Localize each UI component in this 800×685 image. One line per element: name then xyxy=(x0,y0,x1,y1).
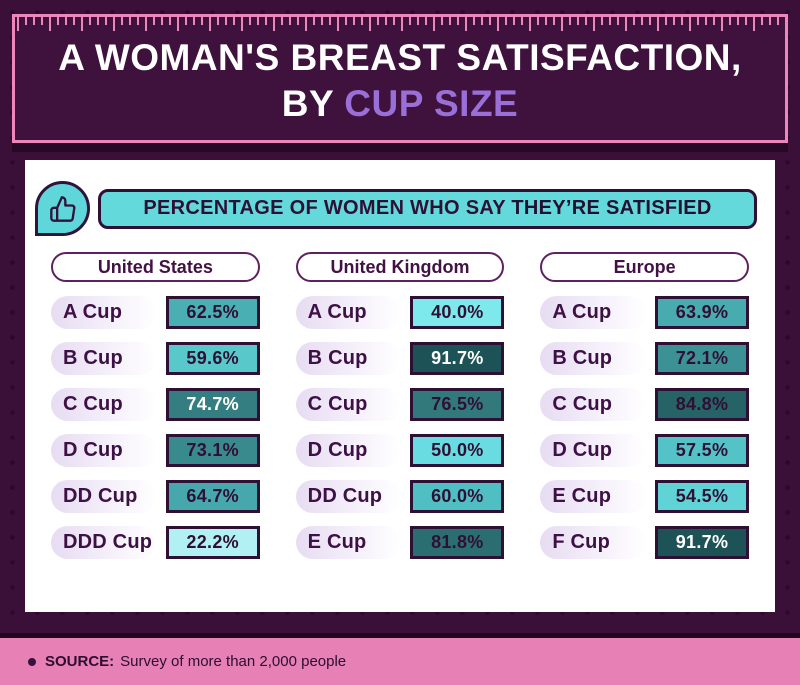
satisfaction-value: 60.0% xyxy=(410,480,505,513)
satisfaction-value: 84.8% xyxy=(655,388,750,421)
column-europe: Europe A Cup 63.9% B Cup 72.1% C Cup 84.… xyxy=(540,252,750,572)
table-row: B Cup 59.6% xyxy=(51,342,260,375)
cup-size-label: B Cup xyxy=(295,342,402,375)
cup-size-label: E Cup xyxy=(540,480,647,513)
table-row: C Cup 84.8% xyxy=(540,388,750,421)
table-row: D Cup 57.5% xyxy=(540,434,750,467)
table-row: A Cup 40.0% xyxy=(295,296,505,329)
table-row: E Cup 54.5% xyxy=(540,480,750,513)
satisfaction-value: 63.9% xyxy=(655,296,750,329)
column-header-europe: Europe xyxy=(540,252,750,282)
content-card: PERCENTAGE OF WOMEN WHO SAY THEY’RE SATI… xyxy=(25,160,775,612)
cup-size-label: D Cup xyxy=(540,434,647,467)
satisfaction-value: 81.8% xyxy=(410,526,505,559)
cup-size-label: E Cup xyxy=(295,526,402,559)
subtitle-text-bold: THEY’RE SATISFIED xyxy=(511,197,712,219)
source-ring-icon xyxy=(28,657,36,666)
satisfaction-value: 40.0% xyxy=(410,296,505,329)
source-bar: SOURCE: Survey of more than 2,000 people xyxy=(0,633,800,685)
cup-size-label: DD Cup xyxy=(51,480,157,513)
cup-size-label: DD Cup xyxy=(295,480,402,513)
cup-size-label: D Cup xyxy=(51,434,157,467)
satisfaction-value: 54.5% xyxy=(655,480,750,513)
satisfaction-value: 74.7% xyxy=(165,388,260,421)
cup-size-label: C Cup xyxy=(51,388,157,421)
table-row: E Cup 81.8% xyxy=(295,526,505,559)
ruler-ticks-icon xyxy=(17,17,783,31)
page-title-line-2: BY CUP SIZE xyxy=(15,81,785,127)
cup-size-label: B Cup xyxy=(51,342,157,375)
satisfaction-value: 22.2% xyxy=(165,526,260,559)
satisfaction-value: 64.7% xyxy=(165,480,260,513)
table-row: A Cup 63.9% xyxy=(540,296,750,329)
subtitle-row: PERCENTAGE OF WOMEN WHO SAY THEY’RE SATI… xyxy=(25,160,775,236)
table-row: F Cup 91.7% xyxy=(540,526,750,559)
cup-size-label: C Cup xyxy=(295,388,402,421)
page-title-line-2-accent: CUP SIZE xyxy=(344,83,519,124)
table-row: C Cup 76.5% xyxy=(295,388,505,421)
table-row: B Cup 91.7% xyxy=(295,342,505,375)
table-row: DD Cup 64.7% xyxy=(51,480,260,513)
table-row: DD Cup 60.0% xyxy=(295,480,505,513)
ruler-long-ticks xyxy=(17,17,783,31)
satisfaction-value: 73.1% xyxy=(165,434,260,467)
satisfaction-value: 57.5% xyxy=(655,434,750,467)
satisfaction-value: 62.5% xyxy=(165,296,260,329)
satisfaction-value: 91.7% xyxy=(655,526,750,559)
title-banner: A WOMAN'S BREAST SATISFACTION, BY CUP SI… xyxy=(12,14,788,143)
column-united-states: United States A Cup 62.5% B Cup 59.6% C … xyxy=(51,252,260,572)
satisfaction-value: 50.0% xyxy=(410,434,505,467)
satisfaction-value: 72.1% xyxy=(655,342,750,375)
satisfaction-value: 76.5% xyxy=(410,388,505,421)
cup-size-label: C Cup xyxy=(540,388,647,421)
data-columns: United States A Cup 62.5% B Cup 59.6% C … xyxy=(25,236,775,572)
cup-size-label: A Cup xyxy=(540,296,647,329)
cup-size-label: A Cup xyxy=(295,296,402,329)
thumbs-up-badge xyxy=(35,181,90,236)
satisfaction-value: 59.6% xyxy=(165,342,260,375)
table-row: DDD Cup 22.2% xyxy=(51,526,260,559)
satisfaction-value: 91.7% xyxy=(410,342,505,375)
table-row: B Cup 72.1% xyxy=(540,342,750,375)
cup-size-label: D Cup xyxy=(295,434,402,467)
column-header-united-kingdom: United Kingdom xyxy=(295,252,505,282)
cup-size-label: A Cup xyxy=(51,296,157,329)
table-row: D Cup 50.0% xyxy=(295,434,505,467)
table-row: A Cup 62.5% xyxy=(51,296,260,329)
page-title: A WOMAN'S BREAST SATISFACTION, BY CUP SI… xyxy=(15,35,785,127)
column-united-kingdom: United Kingdom A Cup 40.0% B Cup 91.7% C… xyxy=(295,252,505,572)
page-title-line-2-prefix: BY xyxy=(281,83,345,124)
source-label: SOURCE: xyxy=(45,653,115,670)
page-title-line-1: A WOMAN'S BREAST SATISFACTION, xyxy=(58,37,742,78)
subtitle-text-regular: PERCENTAGE OF WOMEN WHO SAY xyxy=(143,197,512,219)
column-header-united-states: United States xyxy=(51,252,260,282)
source-text: Survey of more than 2,000 people xyxy=(120,653,347,670)
thumbs-up-icon xyxy=(49,195,75,222)
cup-size-label: B Cup xyxy=(540,342,647,375)
subtitle-banner: PERCENTAGE OF WOMEN WHO SAY THEY’RE SATI… xyxy=(98,188,757,229)
table-row: C Cup 74.7% xyxy=(51,388,260,421)
cup-size-label: DDD Cup xyxy=(51,526,157,559)
table-row: D Cup 73.1% xyxy=(51,434,260,467)
cup-size-label: F Cup xyxy=(540,526,647,559)
